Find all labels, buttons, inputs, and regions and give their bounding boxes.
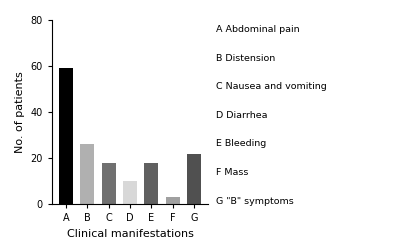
Text: F Mass: F Mass [216,168,248,177]
Text: E Bleeding: E Bleeding [216,139,266,148]
Text: G "B" symptoms: G "B" symptoms [216,197,294,206]
Text: B Distension: B Distension [216,54,275,62]
Bar [59,68,73,204]
Bar [187,153,201,204]
Bar [144,163,158,204]
Y-axis label: No. of patients: No. of patients [15,71,25,153]
Bar [80,144,94,204]
X-axis label: Clinical manifestations: Clinical manifestations [66,229,194,239]
Text: C Nausea and vomiting: C Nausea and vomiting [216,82,327,91]
Text: A Abdominal pain: A Abdominal pain [216,25,300,34]
Bar [123,181,137,204]
Bar [102,163,116,204]
Bar [166,197,180,204]
Text: D Diarrhea: D Diarrhea [216,111,268,120]
